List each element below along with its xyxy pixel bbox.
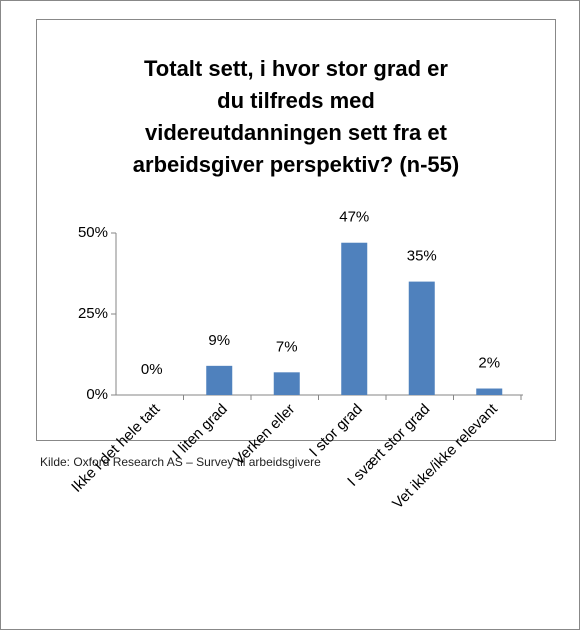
chart-title: du tilfreds med: [217, 88, 375, 113]
chart-title: Totalt sett, i hvor stor grad er: [144, 56, 448, 81]
y-tick-label: 50%: [78, 224, 108, 241]
chart-title: videreutdanningen sett fra et: [145, 120, 448, 145]
data-label: 35%: [407, 248, 437, 265]
bar: [341, 242, 368, 395]
bar: [206, 365, 233, 395]
data-label: 47%: [339, 209, 369, 226]
data-label: 0%: [141, 361, 163, 378]
data-label: 7%: [276, 338, 298, 355]
bar: [408, 281, 435, 395]
y-tick-label: 25%: [78, 305, 108, 322]
bar: [476, 388, 503, 395]
data-label: 9%: [208, 332, 230, 349]
chart-frame: [36, 19, 556, 441]
source-note: Kilde: Oxford Research AS – Survey til a…: [40, 455, 321, 469]
bar: [273, 372, 300, 395]
chart-title: arbeidsgiver perspektiv? (n-55): [133, 152, 459, 177]
data-label: 2%: [478, 354, 500, 371]
y-tick-label: 0%: [86, 386, 108, 403]
